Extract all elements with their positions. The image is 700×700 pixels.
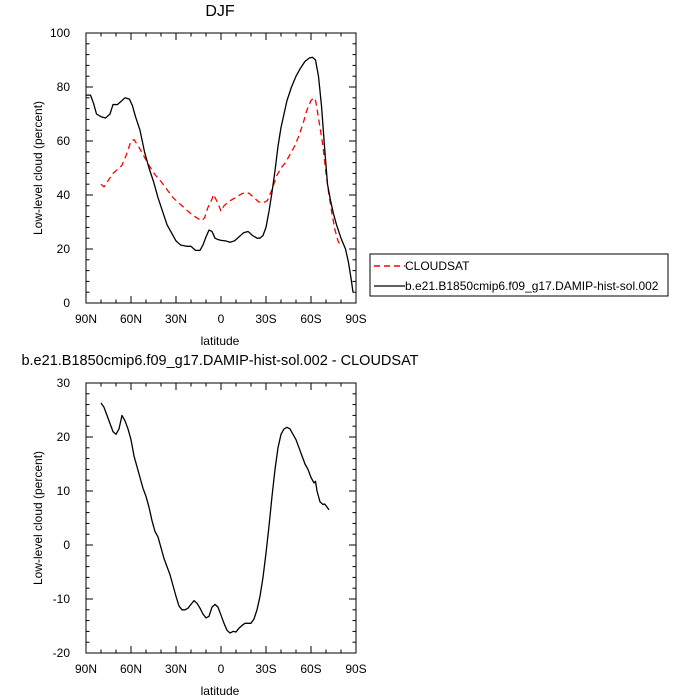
top-y-tick-label: 20 — [57, 242, 71, 256]
top-ticks: 90N 60N 30N 0 30S 60S 90S 0 20 40 60 80 100 — [50, 26, 367, 326]
bottom-chart-title: b.e21.B1850cmip6.f09_g17.DAMIP-hist-sol.… — [21, 353, 418, 369]
bottom-y-tick-label: 20 — [57, 430, 71, 444]
top-x-axis-label: latitude — [201, 334, 240, 348]
bottom-y-tick-label: 10 — [57, 484, 71, 498]
top-y-axis-label: Low-level cloud (percent) — [31, 101, 45, 235]
top-plot-frame — [85, 32, 357, 304]
bottom-x-tick-label: 90N — [75, 662, 97, 676]
bottom-y-tick-label: 0 — [63, 538, 70, 552]
legend-box — [369, 253, 669, 297]
top-chart-title: DJF — [205, 3, 235, 20]
bottom-x-tick-label: 60N — [120, 662, 142, 676]
top-panel: DJF 90N 60N 30N 0 30S 60S 90S 0 20 40 60 80 100 Low-… — [31, 3, 669, 348]
bottom-y-tick-label: 30 — [57, 376, 71, 390]
legend: CLOUDSAT b.e21.B1850cmip6.f09_g17.DAMIP-… — [369, 253, 669, 297]
top-y-tick-label: 40 — [57, 188, 71, 202]
top-x-tick-label: 90N — [75, 312, 97, 326]
top-x-tick-label: 0 — [218, 312, 225, 326]
top-y-tick-label: 0 — [63, 296, 70, 310]
top-y-tick-label: 100 — [50, 26, 70, 40]
bottom-panel: b.e21.B1850cmip6.f09_g17.DAMIP-hist-sol.… — [21, 353, 418, 698]
bottom-y-tick-label: -20 — [53, 646, 71, 660]
bottom-x-tick-label: 0 — [218, 662, 225, 676]
top-x-tick-label: 60N — [120, 312, 142, 326]
legend-label-cloudsat: CLOUDSAT — [405, 259, 470, 273]
bottom-y-axis-label: Low-level cloud (percent) — [31, 451, 45, 585]
top-x-tick-label: 30S — [255, 312, 276, 326]
bottom-y-tick-label: -10 — [53, 592, 71, 606]
legend-label-model: b.e21.B1850cmip6.f09_g17.DAMIP-hist-sol.… — [405, 279, 659, 293]
bottom-x-tick-label: 90S — [345, 662, 366, 676]
top-y-tick-label: 60 — [57, 134, 71, 148]
top-series-line-1 — [86, 56, 354, 293]
top-y-tick-label: 80 — [57, 80, 71, 94]
top-x-tick-label: 60S — [300, 312, 321, 326]
top-x-tick-label: 90S — [345, 312, 366, 326]
bottom-series-lines — [100, 402, 330, 634]
top-series-lines — [86, 56, 354, 293]
bottom-x-tick-label: 30S — [255, 662, 276, 676]
bottom-ticks: 90N 60N 30N 0 30S 60S 90S -20 -10 0 10 20 30 — [53, 376, 367, 676]
top-x-tick-label: 30N — [165, 312, 187, 326]
bottom-x-axis-label: latitude — [201, 684, 240, 698]
bottom-x-tick-label: 30N — [165, 662, 187, 676]
bottom-series-line-0 — [100, 402, 330, 634]
bottom-x-tick-label: 60S — [300, 662, 321, 676]
top-series-line-0 — [100, 97, 342, 247]
